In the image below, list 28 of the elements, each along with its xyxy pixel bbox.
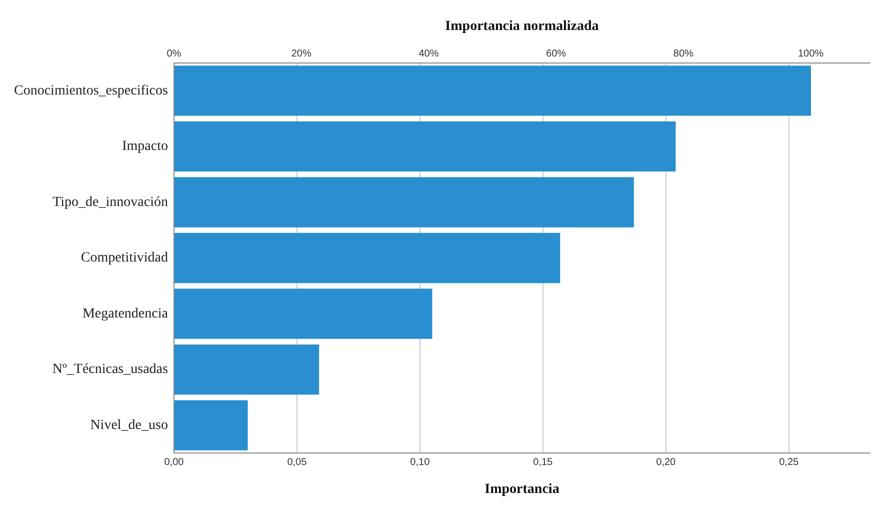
y-tick-label: Tipo_de_innovación: [52, 194, 168, 210]
bar: [174, 288, 432, 339]
x-tick-label: 0,00: [164, 456, 184, 468]
bar: [174, 121, 676, 172]
y-tick-label: Megatendencia: [82, 306, 169, 322]
x2-axis-title: Importancia normalizada: [445, 19, 599, 34]
y-tick-label: Competitividad: [80, 250, 168, 266]
x2-tick-label: 0%: [166, 48, 182, 60]
x2-tick-label: 40%: [418, 48, 439, 60]
x-tick-label: 0,25: [779, 456, 800, 468]
x2-tick-label: 60%: [546, 48, 566, 60]
bar: [174, 400, 248, 450]
y-tick-label: Conocimientos_especificos: [14, 83, 168, 98]
bar: [174, 177, 634, 228]
x2-tick-label: 100%: [798, 48, 824, 60]
x2-tick-label: 80%: [673, 48, 694, 60]
x-tick-label: 0,20: [656, 456, 676, 468]
x-tick-label: 0,10: [410, 456, 430, 468]
x2-tick-label: 20%: [291, 48, 312, 60]
y-tick-label: Nivel_de_uso: [90, 418, 168, 433]
x-axis-title: Importancia: [484, 482, 560, 498]
x-tick-label: 0,05: [287, 456, 308, 468]
bar: [174, 344, 320, 395]
bar: [174, 232, 560, 284]
y-tick-label: Impacto: [122, 139, 168, 154]
x-tick-label: 0,15: [533, 456, 554, 468]
bar: [174, 66, 811, 116]
y-tick-label: Nº_Técnicas_usadas: [52, 362, 168, 378]
